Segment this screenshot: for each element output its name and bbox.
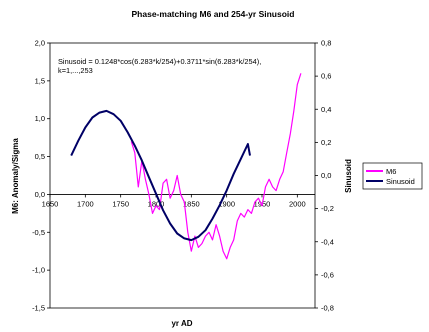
annotation-text-line1: Sinusoid = 0.1248*cos(6.283*k/254)+0.371…	[58, 57, 261, 66]
y-right-tick-label: 0,2	[321, 138, 331, 147]
y-right-tick-label: -0,6	[321, 270, 334, 279]
x-tick-label: 1800	[148, 199, 165, 208]
y-left-tick-label: 2,0	[35, 39, 45, 48]
legend-label-m6: M6	[386, 167, 396, 176]
y-right-tick-label: 0,6	[321, 72, 331, 81]
y-left-tick-label: 1,5	[35, 76, 45, 85]
y-right-tick-label: -0,8	[321, 304, 334, 313]
plot-area	[49, 42, 316, 309]
x-tick-label: 2000	[289, 199, 306, 208]
legend-label-sinusoid: Sinusoid	[386, 177, 415, 186]
y-left-tick-label: 0,0	[35, 190, 45, 199]
series-line-sinusoid	[70, 109, 251, 242]
legend-box	[362, 162, 423, 190]
y-left-tick-label: -1,5	[32, 304, 45, 313]
x-tick-label: 1850	[183, 199, 200, 208]
x-axis-label: yr AD	[171, 319, 192, 328]
y-right-tick-label: 0,4	[321, 105, 331, 114]
chart-title: Phase-matching M6 and 254-yr Sinusoid	[132, 9, 295, 19]
x-tick-label: 1750	[112, 199, 129, 208]
legend: M6 Sinusoid	[362, 162, 423, 190]
y-right-tick-label: -0,4	[321, 237, 334, 246]
annotation-text-line2: k=1,...,253	[58, 66, 93, 75]
x-tick-label: 1650	[42, 199, 59, 208]
y-right-tick-label: 0,0	[321, 171, 331, 180]
y-left-tick-label: -0,5	[32, 228, 45, 237]
y-right-tick-label: 0,8	[321, 39, 331, 48]
y-left-tick-label: 0,5	[35, 152, 45, 161]
y-axis-right-label: Sinusoid	[344, 159, 353, 193]
x-tick-label: 1700	[77, 199, 94, 208]
series-line-m6	[130, 73, 302, 260]
y-right-tick-label: -0,2	[321, 204, 334, 213]
y-left-tick-label: -1,0	[32, 266, 45, 275]
y-left-tick-label: 1,0	[35, 114, 45, 123]
x-tick-label: 1900	[218, 199, 235, 208]
y-axis-left-label: M6: Anomaly/Sigma	[11, 138, 20, 214]
